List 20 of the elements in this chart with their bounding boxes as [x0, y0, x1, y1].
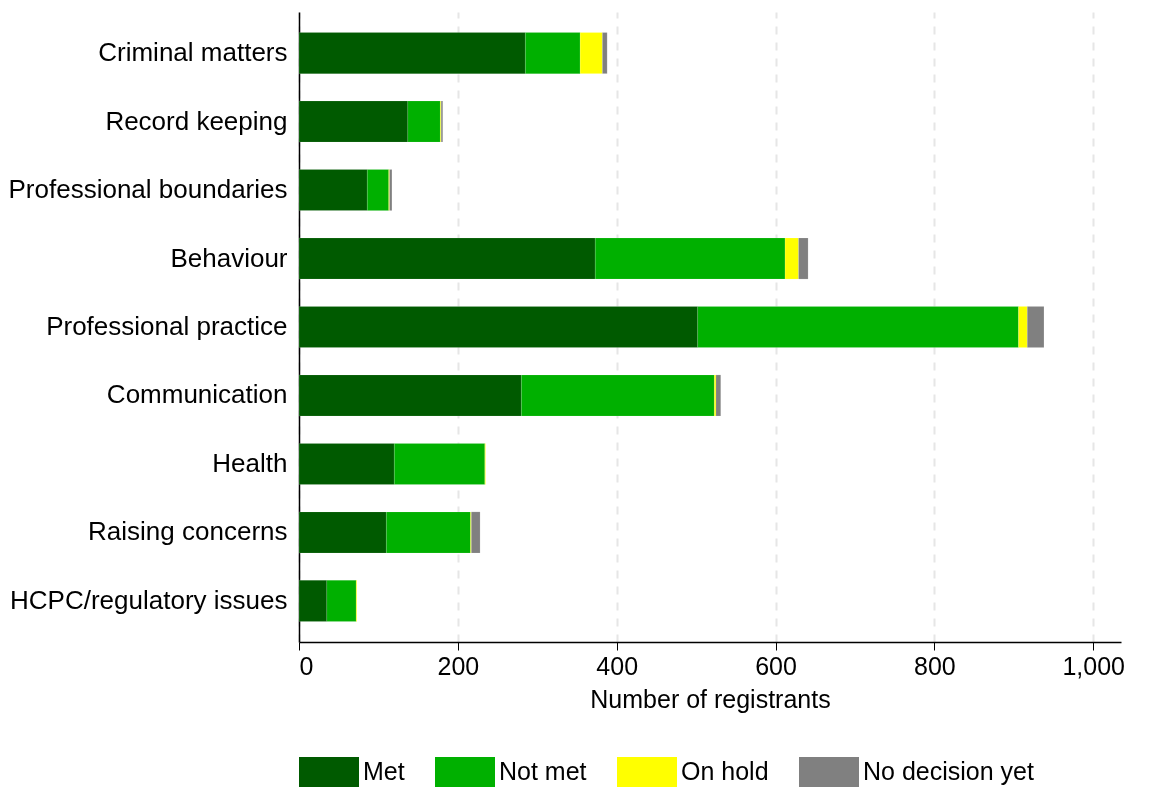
- y-tick-label: Record keeping: [105, 105, 288, 136]
- x-tick-label: 400: [596, 651, 639, 680]
- x-tick-label: 200: [437, 651, 480, 680]
- y-tick-label: Communication: [106, 379, 288, 410]
- y-tick-label: Professional practice: [46, 311, 288, 341]
- x-tick-label: 0: [299, 651, 314, 680]
- x-tick-label: 1,000: [1062, 651, 1125, 680]
- legend-label: On hold: [681, 757, 769, 785]
- y-tick-label: HCPC/regulatory issues: [10, 584, 288, 615]
- legend-label: Met: [363, 757, 405, 785]
- legend-label: No decision yet: [863, 757, 1034, 785]
- y-tick-label: Raising concerns: [88, 516, 288, 547]
- x-axis-title: Number of registrants: [590, 684, 831, 713]
- legend-label: Not met: [499, 757, 587, 785]
- y-tick-label: Health: [212, 447, 288, 478]
- x-tick-label: 600: [755, 651, 797, 680]
- x-tick-label: 800: [914, 651, 956, 680]
- y-tick-label: Behaviour: [170, 242, 288, 273]
- y-tick-label: Professional boundaries: [8, 174, 288, 205]
- y-tick-label: Criminal matters: [98, 37, 288, 68]
